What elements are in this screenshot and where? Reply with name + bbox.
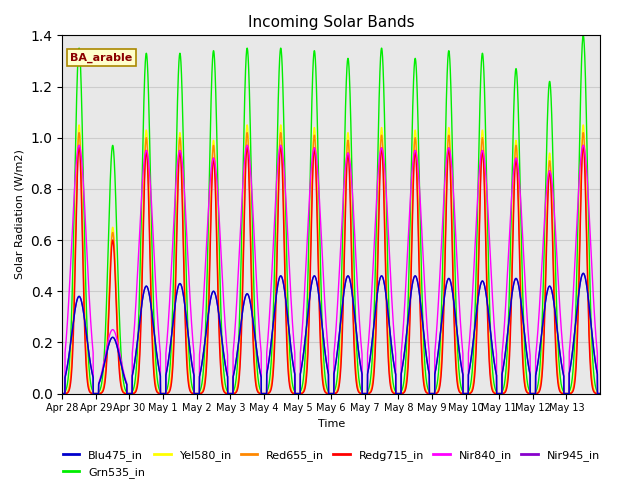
Nir945_in: [400, 354, 408, 360]
Legend: Blu475_in, Grn535_in, Yel580_in, Red655_in, Redg715_in, Nir840_in, Nir945_in: Blu475_in, Grn535_in, Yel580_in, Red655_…: [58, 446, 604, 480]
Yel580_in: [457, 390, 465, 396]
Yel580_in: [377, 135, 385, 141]
Redg715_in: [486, 368, 493, 374]
Blu475_in: [457, 361, 465, 367]
Red655_in: [377, 143, 385, 149]
Blu475_in: [596, 391, 604, 396]
Nir840_in: [486, 241, 493, 247]
Nir840_in: [58, 391, 66, 396]
Grn535_in: [457, 384, 465, 389]
Red655_in: [86, 387, 93, 393]
Nir945_in: [486, 321, 493, 327]
Nir840_in: [377, 147, 385, 153]
Yel580_in: [76, 122, 83, 128]
Redg715_in: [58, 391, 66, 396]
Y-axis label: Solar Radiation (W/m2): Solar Radiation (W/m2): [15, 150, 25, 279]
Line: Grn535_in: Grn535_in: [62, 36, 600, 394]
Blu475_in: [579, 270, 587, 276]
Blu475_in: [376, 274, 384, 280]
X-axis label: Time: Time: [317, 419, 345, 429]
Nir840_in: [86, 297, 93, 302]
Nir945_in: [579, 270, 587, 276]
Red655_in: [76, 130, 83, 135]
Nir945_in: [58, 391, 66, 396]
Nir945_in: [86, 353, 93, 359]
Red655_in: [457, 390, 465, 396]
Grn535_in: [253, 363, 261, 369]
Blu475_in: [400, 354, 408, 360]
Grn535_in: [86, 368, 93, 374]
Grn535_in: [400, 379, 408, 384]
Redg715_in: [86, 388, 93, 394]
Yel580_in: [486, 353, 493, 359]
Redg715_in: [400, 390, 408, 396]
Line: Redg715_in: Redg715_in: [62, 145, 600, 394]
Line: Nir945_in: Nir945_in: [62, 273, 600, 394]
Red655_in: [400, 389, 408, 395]
Line: Red655_in: Red655_in: [62, 132, 600, 394]
Redg715_in: [457, 390, 465, 396]
Yel580_in: [253, 384, 261, 389]
Nir945_in: [253, 349, 261, 355]
Red655_in: [58, 391, 66, 396]
Grn535_in: [579, 33, 587, 38]
Nir945_in: [596, 391, 604, 396]
Redg715_in: [377, 156, 385, 162]
Blu475_in: [253, 349, 261, 355]
Blu475_in: [86, 353, 93, 359]
Line: Yel580_in: Yel580_in: [62, 125, 600, 394]
Grn535_in: [596, 391, 604, 396]
Red655_in: [486, 361, 493, 367]
Nir840_in: [400, 313, 408, 319]
Grn535_in: [58, 391, 66, 396]
Yel580_in: [596, 391, 604, 396]
Redg715_in: [76, 143, 83, 148]
Blu475_in: [486, 321, 493, 327]
Text: BA_arable: BA_arable: [70, 52, 132, 63]
Redg715_in: [596, 391, 604, 396]
Grn535_in: [376, 56, 384, 62]
Nir840_in: [457, 328, 465, 334]
Red655_in: [596, 391, 604, 396]
Nir840_in: [253, 289, 261, 295]
Nir840_in: [596, 391, 604, 396]
Yel580_in: [400, 388, 408, 394]
Line: Blu475_in: Blu475_in: [62, 273, 600, 394]
Nir945_in: [457, 361, 465, 367]
Line: Nir840_in: Nir840_in: [62, 145, 600, 394]
Grn535_in: [486, 305, 493, 311]
Nir945_in: [376, 274, 384, 280]
Blu475_in: [58, 391, 66, 396]
Nir840_in: [76, 143, 83, 148]
Yel580_in: [86, 385, 93, 391]
Title: Incoming Solar Bands: Incoming Solar Bands: [248, 15, 415, 30]
Yel580_in: [58, 391, 66, 396]
Red655_in: [253, 385, 261, 391]
Redg715_in: [253, 387, 261, 393]
